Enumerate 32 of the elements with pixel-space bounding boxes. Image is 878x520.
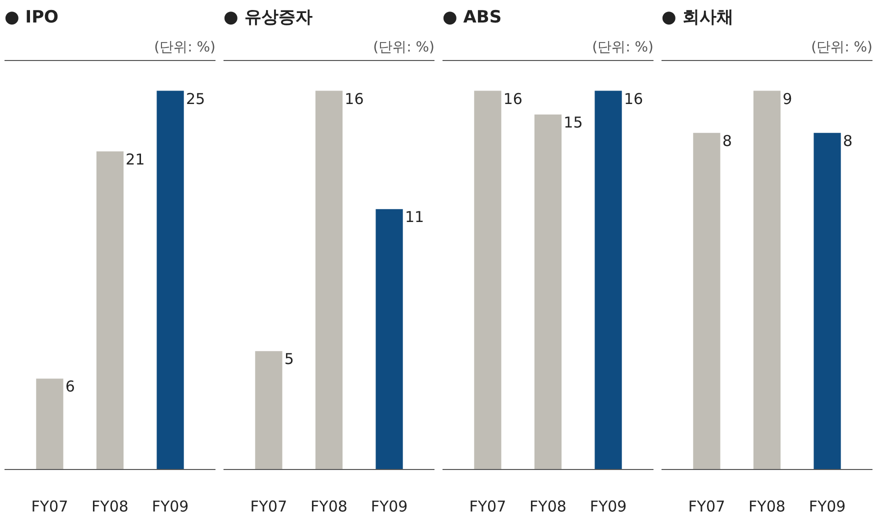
x-tick-label: FY07 <box>469 498 506 516</box>
chart-title: ● IPO <box>4 8 58 28</box>
chart-subtitle: (단위: %) <box>811 40 873 56</box>
data-label: 8 <box>842 132 853 150</box>
data-label: 6 <box>65 378 75 396</box>
data-label: 16 <box>503 90 522 108</box>
data-label: 16 <box>624 90 644 108</box>
chart-subtitle: (단위: %) <box>154 40 216 56</box>
x-tick-label: FY08 <box>748 498 786 516</box>
x-tick-label: FY08 <box>92 498 128 516</box>
data-label: 9 <box>782 90 792 108</box>
x-tick-label: FY07 <box>31 498 68 516</box>
data-label: 25 <box>186 90 206 108</box>
chart-title: ● 회사채 <box>662 8 734 28</box>
x-tick-label: FY09 <box>152 498 189 516</box>
chart-subtitle: (단위: %) <box>592 40 654 56</box>
data-label: 5 <box>284 350 294 368</box>
data-label: 21 <box>126 150 145 168</box>
data-label: 11 <box>404 208 424 226</box>
data-label: 15 <box>564 113 583 132</box>
data-label: 16 <box>344 90 364 108</box>
x-tick-label: FY08 <box>310 498 348 516</box>
data-label: 8 <box>722 132 732 150</box>
x-tick-label: FY07 <box>688 498 726 516</box>
x-tick-label: FY09 <box>370 498 408 516</box>
x-tick-label: FY07 <box>250 498 288 516</box>
chart-title: ● ABS <box>442 8 502 28</box>
x-tick-label: FY08 <box>530 498 566 516</box>
x-tick-label: FY09 <box>590 498 627 516</box>
x-tick-label: FY09 <box>808 498 846 516</box>
chart-title: ● 유상증자 <box>224 8 312 28</box>
chart-subtitle: (단위: %) <box>373 40 435 56</box>
